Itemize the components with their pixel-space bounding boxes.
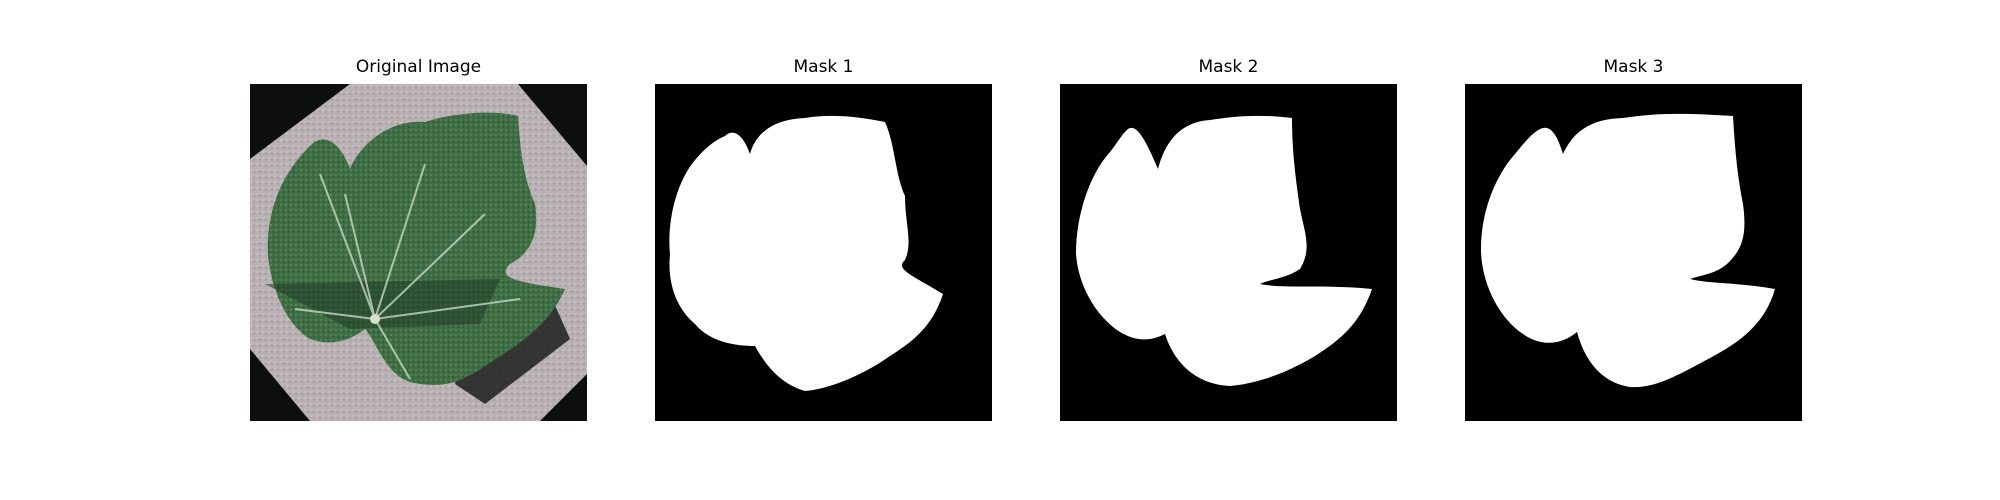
mask-1-image — [655, 84, 992, 421]
panel-title: Mask 1 — [793, 57, 854, 77]
mask-region — [1481, 113, 1775, 388]
panel-title: Original Image — [355, 57, 482, 77]
leaf-petiole — [370, 314, 380, 324]
leaf-veins — [294, 163, 521, 380]
mask-region — [669, 115, 943, 392]
mask-3-image — [1465, 84, 1802, 421]
panel-title: Mask 3 — [1603, 57, 1664, 77]
mask-2-image — [1060, 84, 1397, 421]
mask-region — [1076, 115, 1372, 387]
leaf-band — [265, 279, 500, 329]
panel-title: Mask 2 — [1198, 57, 1259, 77]
original-image — [250, 84, 587, 421]
